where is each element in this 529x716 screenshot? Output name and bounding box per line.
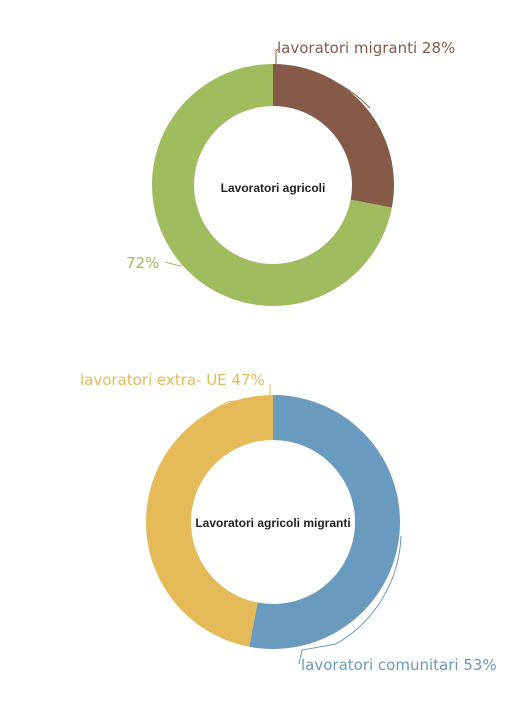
- donut-slice-1: [151, 64, 392, 307]
- leader-line: [164, 261, 187, 267]
- donut-slice-0: [249, 395, 400, 650]
- slice-label-eu-workers: lavoratori comunitari 53%: [301, 656, 497, 674]
- center-label: Lavoratori agricoli: [221, 181, 326, 195]
- leader-line: [298, 643, 337, 665]
- leader-arc: [338, 83, 371, 109]
- leader-line: [275, 48, 279, 64]
- donut-chart-agricultural-workers: Lavoratori agricoli lavoratori migranti …: [126, 39, 455, 307]
- leader-line: [227, 384, 271, 403]
- donut-chart-migrant-agricultural-workers: Lavoratori agricoli migranti lavoratori …: [80, 371, 497, 674]
- slice-label-migrant-workers: lavoratori migranti 28%: [277, 39, 455, 57]
- leader-arc: [335, 535, 402, 645]
- donut-slice-1: [145, 395, 273, 647]
- center-label: Lavoratori agricoli migranti: [195, 516, 350, 530]
- leader-arc: [154, 401, 229, 509]
- donut-slice-0: [273, 64, 394, 208]
- slice-label-other-workers: 72%: [126, 254, 159, 272]
- slice-label-extra-eu-workers: lavoratori extra- UE 47%: [80, 371, 265, 389]
